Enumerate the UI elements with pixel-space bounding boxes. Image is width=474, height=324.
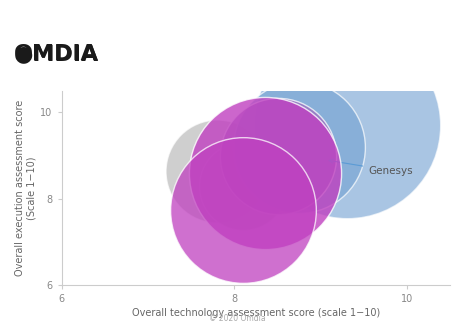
Text: Genesys: Genesys (329, 159, 413, 176)
Point (274, 153, 282, 158)
Point (343, 123, 350, 128)
Text: OMDIA: OMDIA (14, 44, 99, 64)
Point (239, 207, 247, 212)
Point (295, 144, 303, 149)
Text: © 2020 Omdia: © 2020 Omdia (209, 314, 265, 323)
X-axis label: Overall technology assessment score (scale 1−10): Overall technology assessment score (sca… (132, 308, 380, 318)
Point (261, 170, 268, 175)
Point (213, 168, 221, 173)
Point (239, 183, 247, 188)
Y-axis label: Overall execution assessment score
(Scale 1−10): Overall execution assessment score (Scal… (15, 100, 36, 276)
Text: ●MDIA: ●MDIA (14, 44, 100, 64)
